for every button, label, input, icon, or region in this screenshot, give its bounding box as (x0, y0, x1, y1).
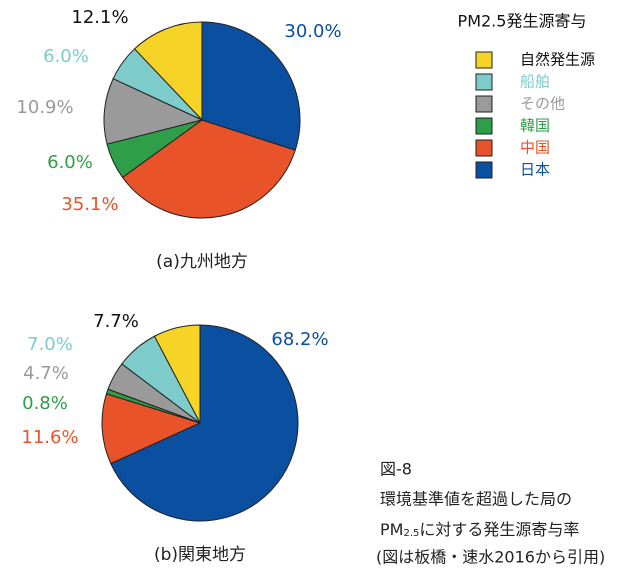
value-label: 4.7% (23, 363, 69, 384)
legend-swatch (475, 161, 493, 179)
legend-swatch (475, 139, 493, 157)
pie-slice (121, 119, 296, 219)
caption-line: 環境基準値を超過した局の (380, 490, 572, 509)
caption-text: PM (380, 520, 403, 539)
pie-slice (101, 393, 202, 465)
value-label: 7.7% (93, 311, 139, 332)
legend-swatch (475, 73, 493, 91)
value-label: 11.6% (21, 427, 78, 448)
legend-label: 中国 (520, 139, 550, 157)
value-label: 6.0% (43, 46, 89, 67)
value-label: 30.0% (284, 21, 341, 42)
legend-label: 自然発生源 (520, 51, 595, 69)
chart-title: (a)九州地方 (156, 252, 248, 272)
legend-label: 韓国 (520, 117, 550, 135)
caption-line: (図は板橋・速水2016から引用) (376, 548, 605, 567)
caption-text: に対する発生源寄与率 (419, 520, 579, 539)
pie-slice (103, 78, 204, 145)
caption-subscript: 2.5 (403, 528, 419, 539)
pie-slice (133, 21, 203, 122)
value-label: 0.8% (22, 393, 68, 414)
legend-label: その他 (520, 95, 565, 113)
chart-title: (b)関東地方 (154, 545, 246, 565)
pie-slice (110, 324, 299, 522)
legend-swatch (475, 51, 493, 69)
legend-swatch (475, 117, 493, 135)
value-label: 10.9% (16, 97, 73, 118)
caption-figure: 図-8 (380, 460, 412, 479)
legend-title: PM2.5発生源寄与 (458, 12, 587, 31)
legend-label: 日本 (520, 161, 550, 179)
value-label: 12.1% (71, 7, 128, 28)
value-label: 35.1% (61, 194, 118, 215)
value-label: 7.0% (27, 334, 73, 355)
pie-slice (201, 21, 301, 151)
value-label: 6.0% (47, 152, 93, 173)
legend-swatch (475, 95, 493, 113)
legend-label: 船舶 (520, 73, 550, 91)
caption-line: PM2.5に対する発生源寄与率 (380, 520, 579, 540)
value-label: 68.2% (271, 329, 328, 350)
